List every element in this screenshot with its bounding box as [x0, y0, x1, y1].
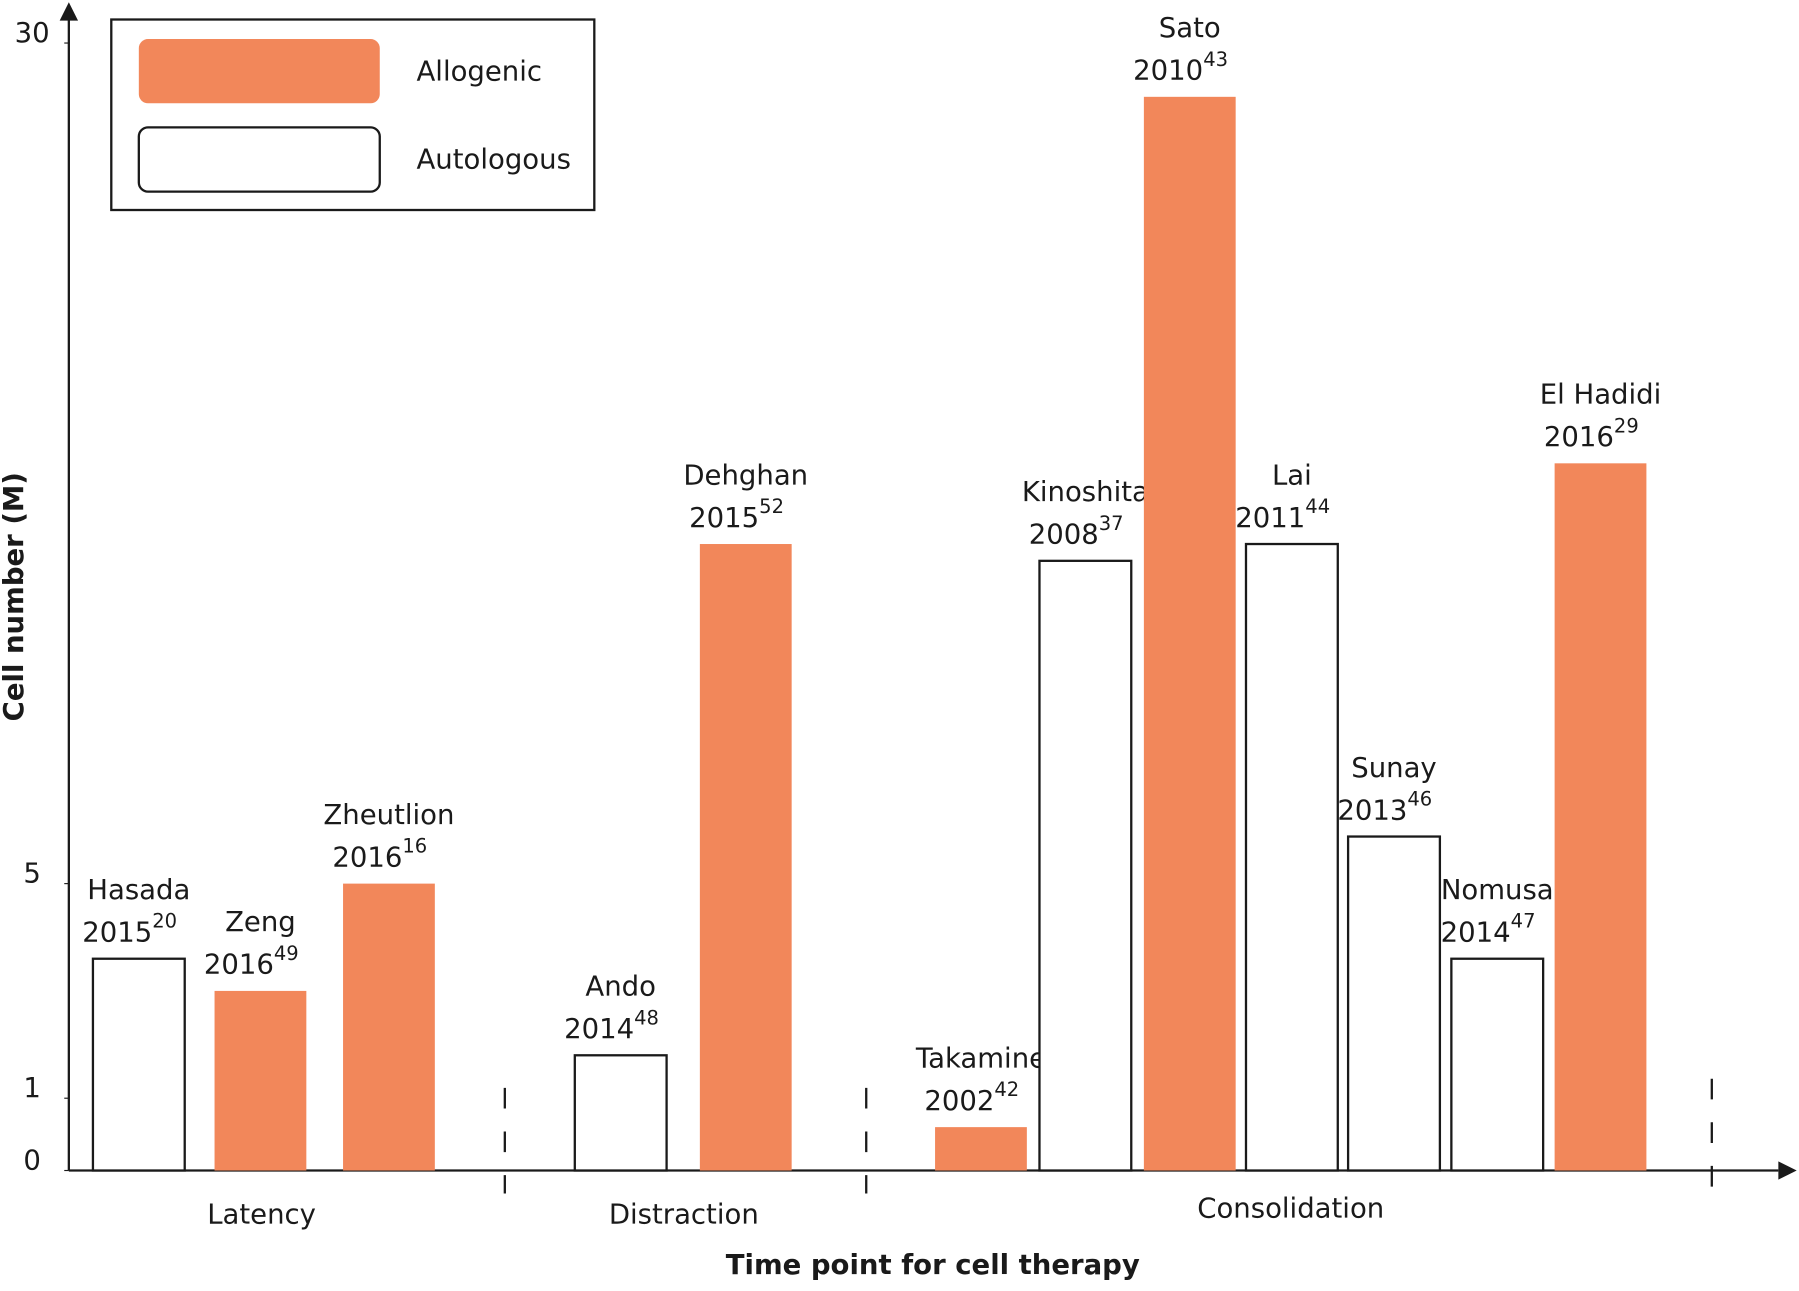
y-tick-label: 30: [15, 17, 50, 49]
y-axis-title: Cell number (M): [0, 472, 30, 721]
bar-year: 2016: [332, 841, 402, 873]
bar-ref: 46: [1407, 788, 1432, 811]
phase-separators: [503, 1078, 1713, 1194]
bar-ref: 42: [994, 1078, 1019, 1101]
bar-ref: 43: [1203, 48, 1228, 71]
bar-year: 2015: [82, 917, 152, 949]
bar-name: Nomusa: [1441, 874, 1554, 906]
phase-label: Consolidation: [1197, 1193, 1384, 1225]
bar: [1038, 559, 1133, 1172]
bar-name: Takamine: [915, 1042, 1046, 1074]
bar-ref: 52: [759, 495, 784, 518]
bar-year-label: 200837: [1029, 512, 1124, 551]
bar-ref: 29: [1614, 414, 1639, 437]
bar-year-label: 201144: [1235, 495, 1330, 534]
bar: [214, 990, 307, 1171]
bar-year: 2008: [1029, 519, 1099, 551]
bar-ref: 16: [402, 835, 427, 858]
bar: [1244, 542, 1339, 1172]
bar-year: 2014: [1441, 917, 1511, 949]
y-axis-arrow: [59, 2, 79, 21]
bar-year-label: 201616: [332, 835, 427, 874]
bar-year: 2016: [1544, 421, 1614, 453]
y-tick-label: 0: [23, 1144, 41, 1176]
bar-year-label: 201447: [1441, 910, 1536, 949]
bar: [573, 1054, 668, 1172]
bar-name: Lai: [1272, 459, 1312, 491]
bar-year-label: 201448: [564, 1006, 659, 1045]
legend-swatch: [137, 126, 381, 193]
bar-year-label: 201552: [689, 495, 784, 534]
bar-year: 2013: [1337, 794, 1407, 826]
bar: [699, 544, 792, 1171]
bar-year-label: 201649: [204, 942, 299, 981]
bar: [343, 883, 435, 1171]
legend-label: Autologous: [416, 144, 570, 176]
bar: [91, 957, 186, 1172]
bar-ref: 49: [274, 942, 299, 965]
legend-swatch: [138, 39, 380, 104]
phase-label: Latency: [207, 1198, 316, 1230]
y-tick-label: 5: [23, 857, 41, 889]
bar-name: Zheutlion: [323, 799, 454, 831]
bar-year-label: 201346: [1337, 788, 1432, 827]
bar-year: 2010: [1133, 55, 1203, 87]
bar-ref: 20: [152, 910, 177, 933]
bar-name: Dehghan: [683, 459, 808, 491]
bar-name: Sato: [1159, 12, 1221, 44]
bar-year: 2011: [1235, 502, 1305, 534]
bar: [1346, 835, 1442, 1172]
bar-ref: 48: [634, 1006, 659, 1029]
bar: [1143, 96, 1236, 1171]
legend-label: Allogenic: [416, 55, 542, 87]
bar-year-label: 200242: [924, 1078, 1019, 1117]
bar: [935, 1127, 1027, 1171]
bar-year: 2016: [204, 949, 274, 981]
bar-ref: 37: [1099, 512, 1124, 535]
y-tick-label: 1: [23, 1072, 41, 1104]
x-axis-arrow: [1778, 1161, 1797, 1180]
phase-label: Distraction: [609, 1198, 759, 1230]
bar: [1450, 957, 1545, 1172]
bar-year: 2002: [924, 1085, 994, 1117]
bar-year: 2014: [564, 1013, 634, 1045]
bar-year: 2015: [689, 502, 759, 534]
bar-name: Ando: [585, 971, 656, 1003]
bar-name: Hasada: [87, 874, 190, 906]
bar: [1554, 463, 1647, 1171]
bar-year-label: 201629: [1544, 414, 1639, 453]
bar-ref: 44: [1305, 495, 1330, 518]
bar-year-label: 201043: [1133, 48, 1228, 87]
bar-year-label: 201520: [82, 910, 177, 949]
x-axis-title: Time point for cell therapy: [726, 1249, 1140, 1281]
bar-name: Zeng: [225, 906, 296, 938]
bar-ref: 47: [1511, 910, 1536, 933]
bar-name: Kinoshita: [1022, 476, 1149, 508]
bar-name: El Hadidi: [1540, 379, 1662, 411]
bar-name: Sunay: [1351, 752, 1436, 784]
